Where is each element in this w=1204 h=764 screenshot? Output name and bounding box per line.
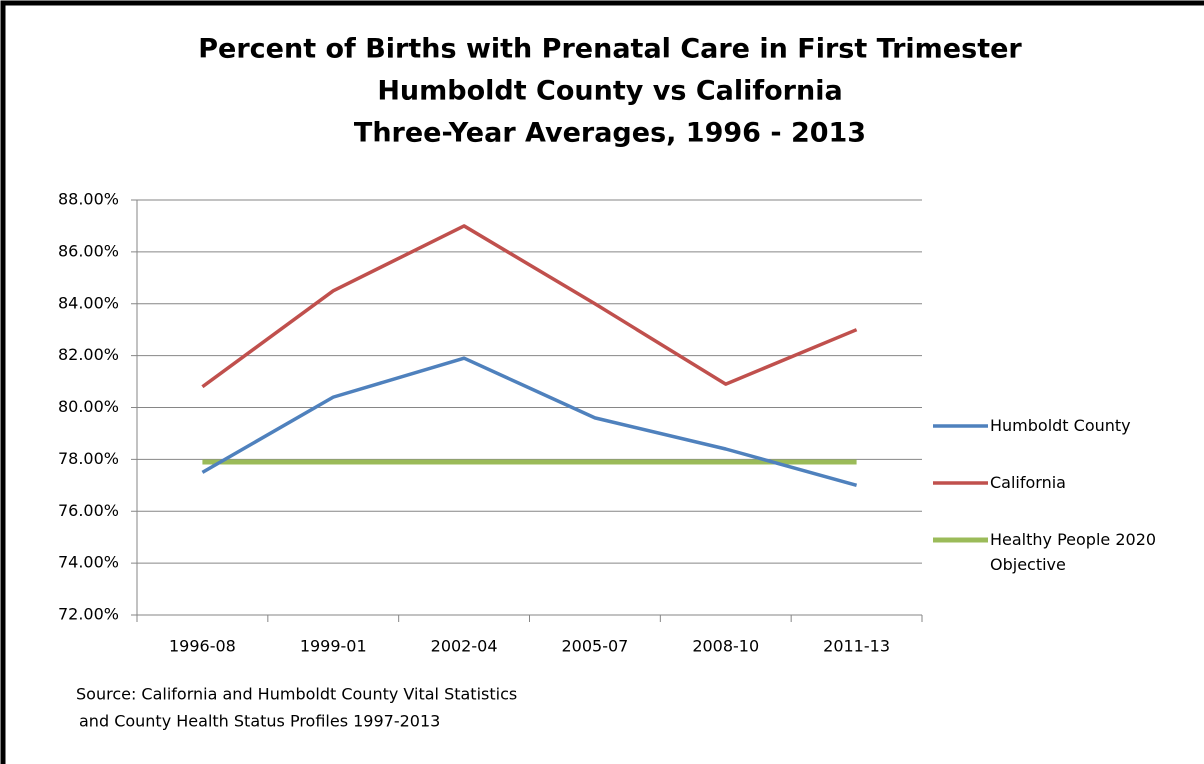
chart-title: Three-Year Averages, 1996 - 2013 — [354, 118, 866, 149]
x-tick-label: 2008-10 — [692, 637, 759, 656]
y-tick-label: 74.00% — [58, 553, 119, 572]
legend-label: Humboldt County — [990, 416, 1131, 435]
x-tick-label: 2011-13 — [823, 637, 890, 656]
chart-title: Percent of Births with Prenatal Care in … — [198, 34, 1022, 65]
y-tick-label: 80.00% — [58, 397, 119, 416]
y-tick-label: 86.00% — [58, 241, 119, 260]
source-note: Source: California and Humboldt County V… — [76, 685, 517, 704]
source-note: and County Health Status Profiles 1997-2… — [79, 712, 440, 731]
y-tick-label: 88.00% — [58, 190, 119, 209]
x-tick-label: 1996-08 — [169, 637, 236, 656]
legend-label: California — [990, 473, 1066, 492]
series-line — [201, 356, 858, 487]
legend-label: Healthy People 2020 Objective — [990, 530, 1157, 574]
y-tick-label: 76.00% — [58, 501, 119, 520]
y-tick-label: 82.00% — [58, 345, 119, 364]
y-tick-label: 72.00% — [58, 605, 119, 624]
y-tick-label: 78.00% — [58, 449, 119, 468]
x-tick-label: 1999-01 — [300, 637, 367, 656]
x-tick-label: 2005-07 — [561, 637, 628, 656]
y-tick-label: 84.00% — [58, 293, 119, 312]
chart-title: Humboldt County vs California — [377, 76, 842, 107]
x-tick-label: 2002-04 — [431, 637, 498, 656]
series-line — [201, 224, 858, 389]
